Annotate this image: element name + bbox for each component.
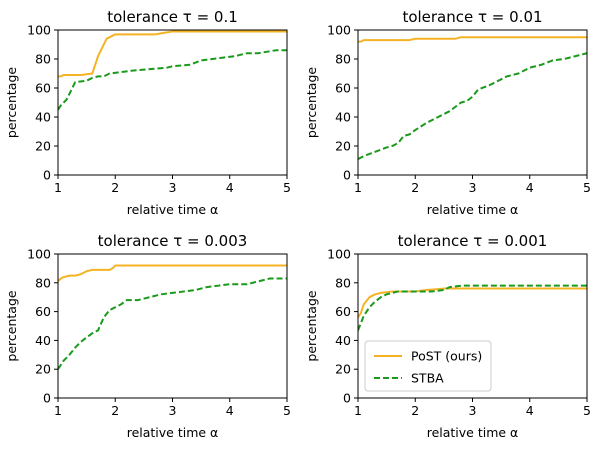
x-axis-label: relative time α — [127, 425, 219, 440]
y-tick-label: 20 — [35, 362, 51, 377]
x-tick-label: 5 — [283, 403, 291, 418]
x-tick-label: 3 — [169, 180, 177, 195]
x-tick-label: 1 — [54, 403, 62, 418]
y-tick-label: 60 — [35, 304, 51, 319]
x-tick-label: 3 — [469, 403, 477, 418]
x-tick-label: 3 — [469, 180, 477, 195]
plot-frame — [357, 29, 588, 176]
y-tick-label: 40 — [35, 110, 51, 125]
x-tick-label: 3 — [169, 403, 177, 418]
plot-frame — [57, 253, 288, 399]
x-tick-label: 2 — [111, 403, 119, 418]
series-line-stba — [58, 277, 287, 370]
y-tick-label: 60 — [335, 81, 351, 96]
chart-title: tolerance τ = 0.001 — [398, 232, 548, 250]
y-tick-label: 0 — [43, 391, 51, 406]
chart-title: tolerance τ = 0.01 — [402, 8, 542, 26]
x-axis-label: relative time α — [427, 202, 519, 217]
chart-panel-2: tolerance τ = 0.01 1 2 3 4 5 0 20 40 60 80 100 relat… — [304, 8, 591, 217]
x-tick-label: 2 — [111, 180, 119, 195]
y-tick-label: 80 — [335, 275, 351, 290]
y-axis-label: percentage — [4, 290, 19, 361]
y-axis-label: percentage — [304, 67, 319, 138]
y-tick-label: 40 — [335, 110, 351, 125]
y-tick-label: 100 — [27, 247, 51, 262]
x-tick-label: 5 — [583, 180, 591, 195]
y-tick-label: 60 — [335, 304, 351, 319]
x-tick-label: 4 — [526, 403, 534, 418]
legend-label: PoST (ours) — [411, 349, 482, 364]
y-axis-label: percentage — [304, 290, 319, 361]
y-tick-label: 80 — [335, 52, 351, 67]
x-tick-label: 4 — [226, 180, 234, 195]
y-tick-label: 20 — [335, 139, 351, 154]
x-tick-label: 2 — [411, 180, 419, 195]
series-line-post — [358, 287, 587, 318]
x-tick-label: 1 — [54, 180, 62, 195]
chart-title: tolerance τ = 0.003 — [98, 232, 248, 250]
y-tick-label: 0 — [43, 168, 51, 183]
x-tick-label: 5 — [283, 180, 291, 195]
x-tick-label: 2 — [411, 403, 419, 418]
x-tick-label: 4 — [526, 180, 534, 195]
series-line-post — [58, 30, 287, 78]
series-line-stba — [58, 49, 287, 111]
chart-panel-3: tolerance τ = 0.003 1 2 3 4 5 0 20 40 60 80 100 rela… — [4, 232, 291, 440]
x-axis-label: relative time α — [427, 425, 519, 440]
y-axis-label: percentage — [4, 67, 19, 138]
y-tick-label: 80 — [35, 275, 51, 290]
series-line-post — [358, 36, 587, 43]
chart-panel-4: tolerance τ = 0.001 1 2 3 4 5 0 20 40 60 80 100 rela… — [304, 232, 591, 440]
y-tick-label: 40 — [335, 333, 351, 348]
y-tick-label: 80 — [35, 52, 51, 67]
y-tick-label: 0 — [343, 168, 351, 183]
legend: PoST (ours) STBA — [364, 340, 492, 392]
y-tick-label: 40 — [35, 333, 51, 348]
legend-label: STBA — [411, 371, 444, 386]
chart-title: tolerance τ = 0.1 — [107, 8, 238, 26]
x-axis-label: relative time α — [127, 202, 219, 217]
series-line-stba — [358, 284, 587, 331]
x-tick-label: 4 — [226, 403, 234, 418]
y-tick-label: 0 — [343, 391, 351, 406]
y-tick-label: 60 — [35, 81, 51, 96]
y-tick-label: 100 — [327, 23, 351, 38]
y-tick-label: 100 — [327, 247, 351, 262]
x-tick-label: 5 — [583, 403, 591, 418]
chart-panel-1: tolerance τ = 0.1 1 2 3 4 5 0 20 40 60 80 100 relati… — [4, 8, 291, 217]
series-line-post — [58, 264, 287, 283]
x-tick-label: 1 — [354, 403, 362, 418]
series-line-stba — [358, 52, 587, 160]
y-tick-label: 20 — [335, 362, 351, 377]
y-tick-label: 20 — [35, 139, 51, 154]
x-tick-label: 1 — [354, 180, 362, 195]
y-tick-label: 100 — [27, 23, 51, 38]
plot-frame — [57, 29, 288, 176]
